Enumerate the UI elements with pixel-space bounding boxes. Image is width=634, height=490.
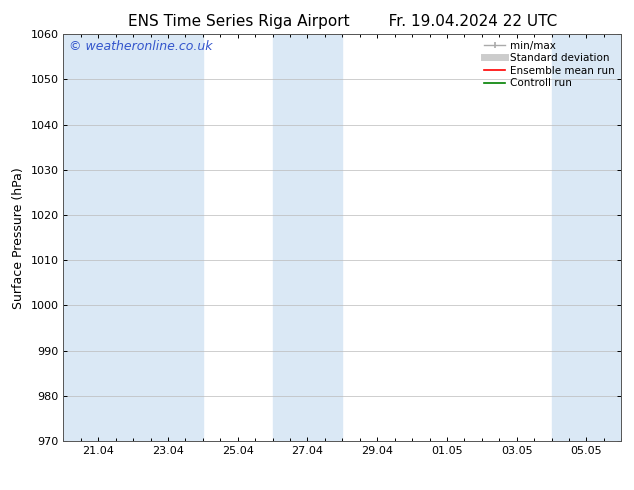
Bar xyxy=(63,34,133,441)
Y-axis label: Surface Pressure (hPa): Surface Pressure (hPa) xyxy=(12,167,25,309)
Bar xyxy=(552,34,621,441)
Title: ENS Time Series Riga Airport        Fr. 19.04.2024 22 UTC: ENS Time Series Riga Airport Fr. 19.04.2… xyxy=(127,14,557,29)
Bar xyxy=(273,34,342,441)
Text: © weatheronline.co.uk: © weatheronline.co.uk xyxy=(69,40,212,53)
Bar xyxy=(133,34,203,441)
Legend: min/max, Standard deviation, Ensemble mean run, Controll run: min/max, Standard deviation, Ensemble me… xyxy=(480,36,619,93)
